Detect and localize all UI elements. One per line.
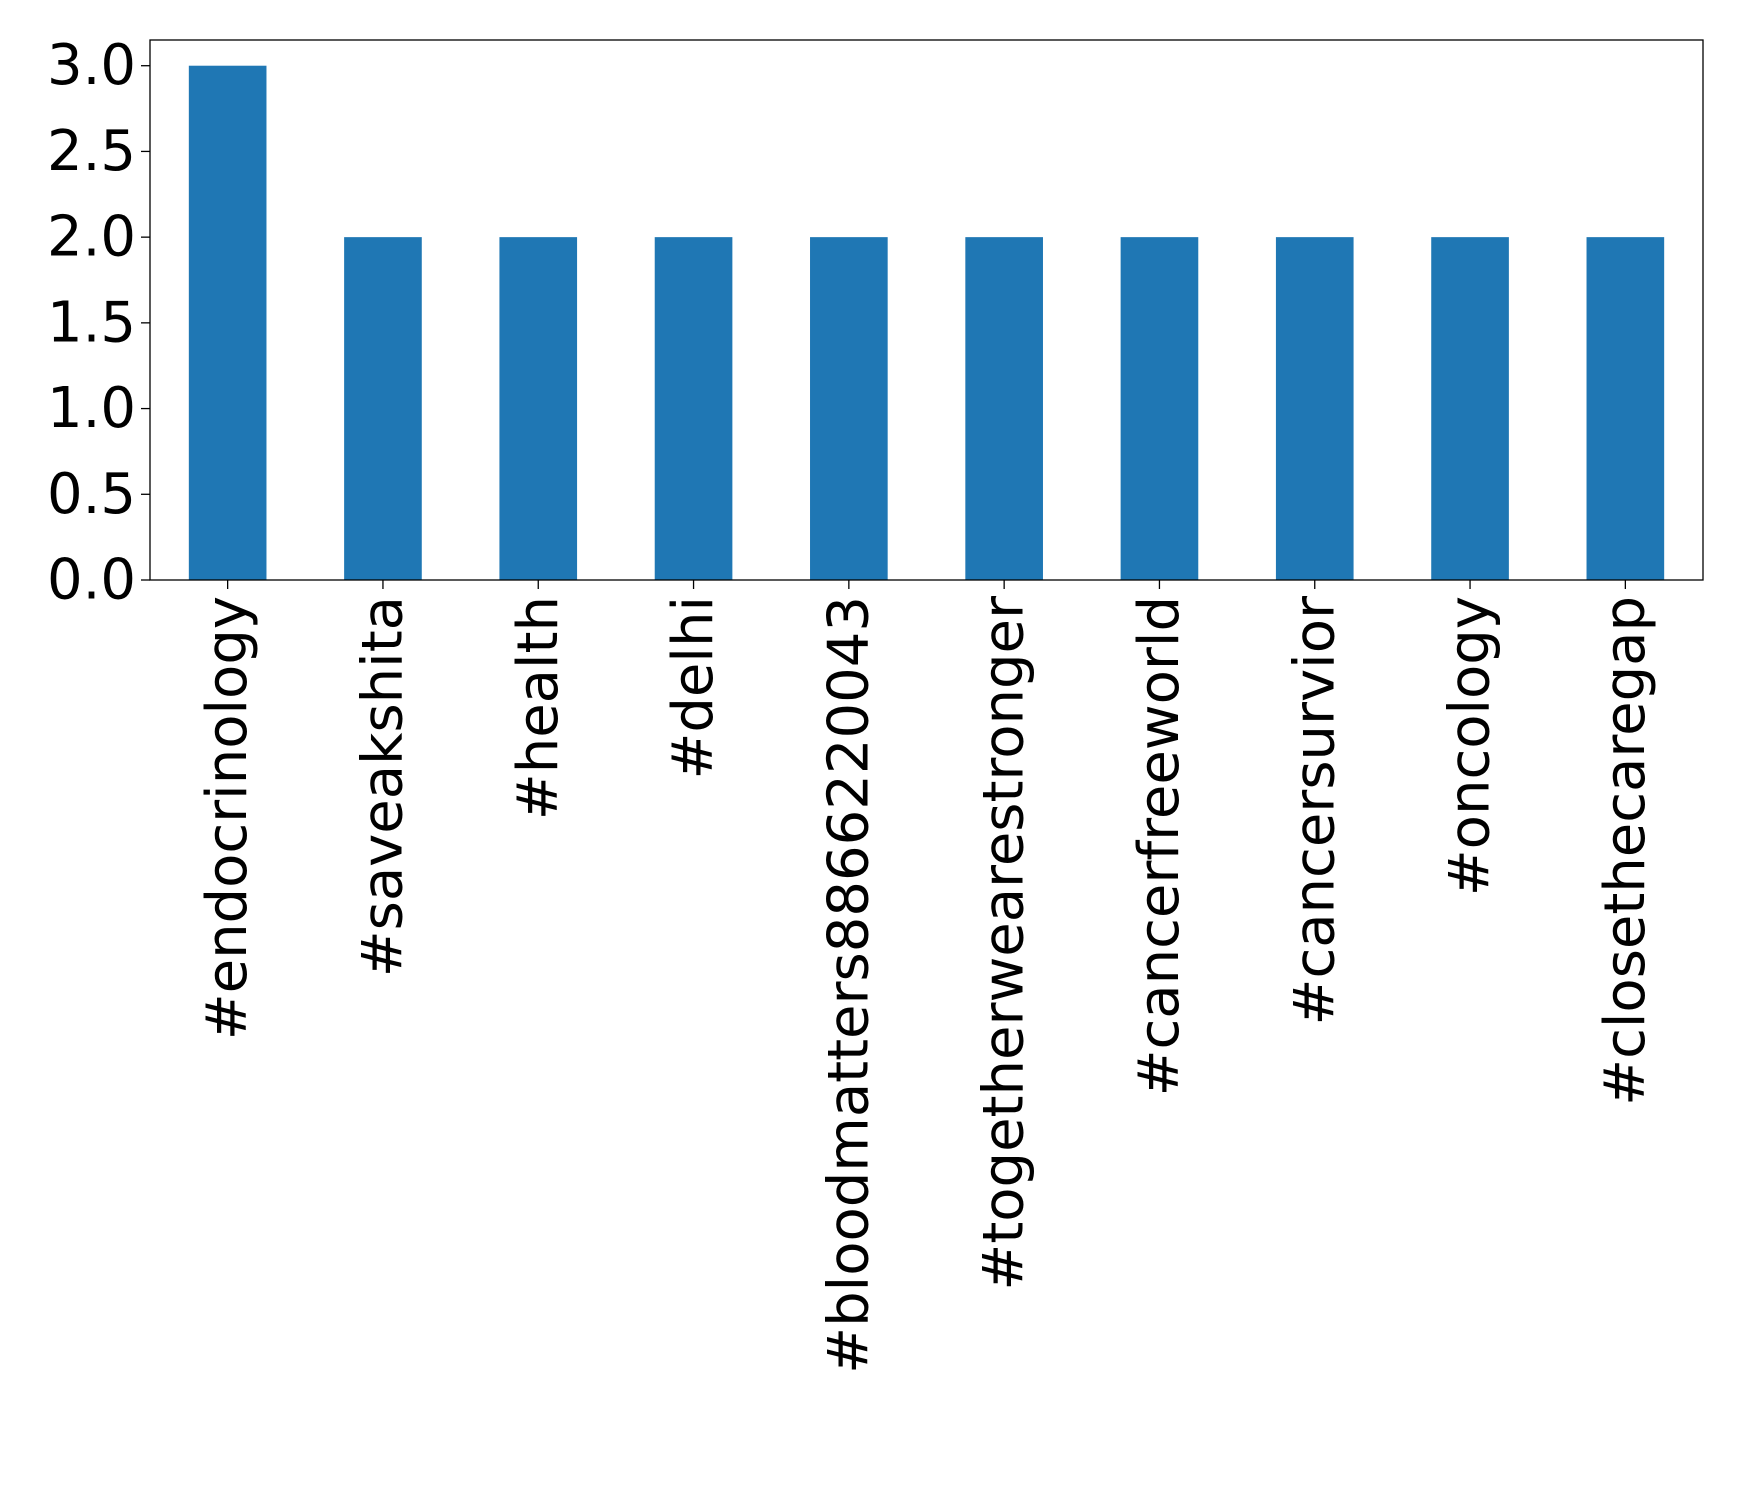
bar bbox=[1275, 237, 1354, 580]
y-tick-label: 1.5 bbox=[47, 290, 136, 355]
x-tick-label: #closethecaregap bbox=[1593, 596, 1658, 1106]
x-tick-label: #oncology bbox=[1438, 596, 1503, 896]
bar bbox=[1120, 237, 1199, 580]
bar bbox=[1586, 237, 1665, 580]
bar bbox=[1431, 237, 1509, 580]
x-tick-label: #cancerfreeworld bbox=[1127, 596, 1192, 1096]
y-axis: 0.0 0.5 1.0 1.5 2.0 2.5 3.0 bbox=[47, 33, 150, 613]
x-tick-label: #bloodmatters8866220043 bbox=[816, 596, 881, 1374]
bar bbox=[654, 237, 733, 580]
x-tick-label: #togetherwearestronger bbox=[972, 595, 1037, 1291]
x-tick-label: #delhi bbox=[661, 596, 726, 780]
y-tick-label: 2.5 bbox=[47, 119, 136, 184]
x-tick-label: #saveakshita bbox=[350, 596, 415, 977]
bar bbox=[344, 237, 422, 580]
bar bbox=[810, 237, 888, 580]
plot-frame bbox=[149, 39, 1704, 581]
x-tick-label: #endocrinology bbox=[195, 596, 260, 1040]
bars-group bbox=[188, 65, 1665, 580]
x-tick-label: #health bbox=[506, 596, 571, 820]
x-tick-label: #cancersurvior bbox=[1282, 595, 1347, 1025]
y-tick-label: 0.0 bbox=[47, 548, 136, 613]
y-tick-label: 2.0 bbox=[47, 205, 136, 270]
y-tick-label: 1.0 bbox=[47, 376, 136, 441]
bar bbox=[499, 237, 578, 580]
y-tick-label: 3.0 bbox=[47, 33, 136, 98]
x-axis: #endocrinology #saveakshita #health #delhi #… bbox=[195, 580, 1658, 1374]
bar bbox=[188, 65, 267, 580]
y-tick-label: 0.5 bbox=[47, 462, 136, 527]
bar bbox=[965, 237, 1043, 580]
